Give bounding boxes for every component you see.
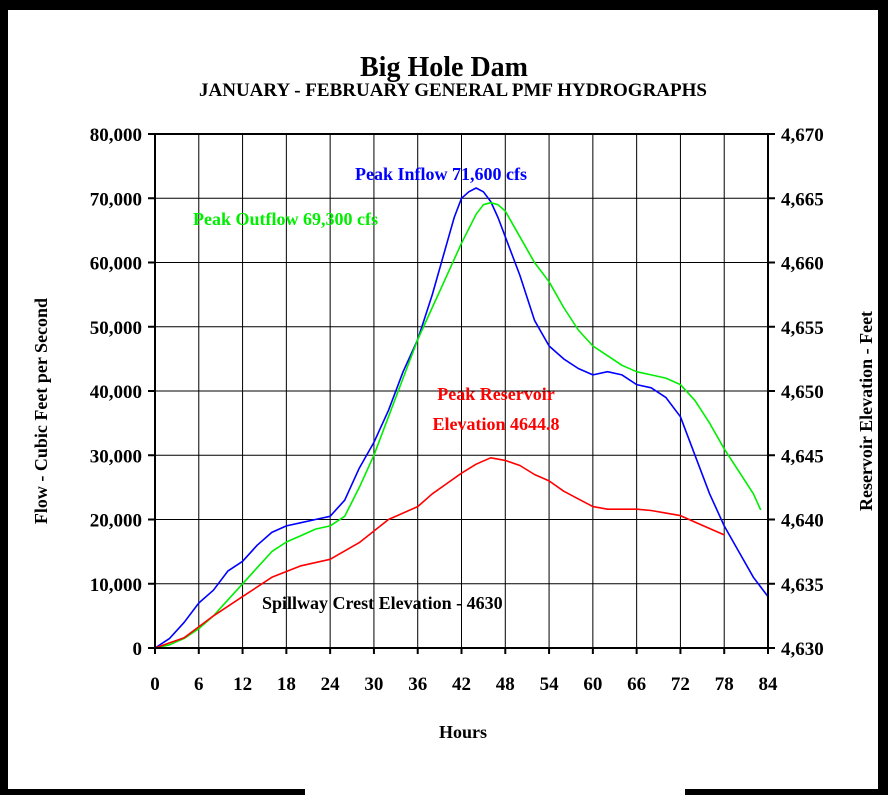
y2-tick-label: 4,670 [781, 125, 824, 146]
annotation-peak-reservoir-line2: Elevation 4644.8 [432, 414, 559, 434]
y2-tick-label: 4,640 [781, 511, 824, 532]
grid-lines [155, 134, 768, 648]
frame-left-border [0, 0, 8, 795]
series-group [154, 187, 769, 649]
x-tick-label: 66 [627, 674, 646, 695]
y-tick-label: 0 [133, 639, 143, 660]
x-tick-labels: 0 6 12 18 24 30 36 42 48 54 60 66 72 78 84 [150, 674, 778, 695]
y2-tick-label: 4,650 [781, 382, 824, 403]
x-tick-label: 72 [671, 674, 690, 695]
y-tick-label: 20,000 [90, 511, 142, 532]
y2-tick-label: 4,645 [781, 446, 824, 467]
y-axis-label: Flow - Cubic Feet per Second [31, 298, 51, 524]
chart-subtitle: JANUARY - FEBRUARY GENERAL PMF HYDROGRAP… [199, 80, 707, 101]
x-tick-label: 12 [233, 674, 252, 695]
y-tick-label: 50,000 [90, 318, 142, 339]
x-tick-label: 0 [150, 674, 160, 695]
x-tick-label: 78 [715, 674, 734, 695]
y2-axis-label: Reservoir Elevation - Feet [856, 311, 876, 511]
frame-bottom-border-right [685, 789, 888, 795]
y2-tick-label: 4,635 [781, 575, 824, 596]
x-tick-label: 84 [759, 674, 779, 695]
series-line-inflow [154, 187, 769, 649]
x-tick-label: 30 [364, 674, 383, 695]
x-axis-label: Hours [439, 722, 487, 742]
y-tick-label: 10,000 [90, 575, 142, 596]
annotation-peak-outflow: Peak Outflow 69,300 cfs [193, 209, 378, 229]
y2-tick-labels: 4,630 4,635 4,640 4,645 4,650 4,655 4,660 4,665… [781, 125, 824, 660]
frame-top-border [0, 0, 888, 10]
annotation-peak-reservoir-line1: Peak Reservoir [437, 384, 554, 404]
x-tick-label: 24 [321, 674, 341, 695]
chart-title: Big Hole Dam [360, 52, 528, 83]
y-tick-label: 40,000 [90, 382, 142, 403]
y2-tick-label: 4,655 [781, 318, 824, 339]
annotation-peak-inflow: Peak Inflow 71,600 cfs [355, 164, 527, 184]
x-tick-label: 54 [540, 674, 560, 695]
y-tick-label: 80,000 [90, 125, 142, 146]
series-line-reservoir [154, 456, 725, 649]
frame-right-border [878, 0, 888, 795]
x-tick-label: 6 [194, 674, 204, 695]
y-tick-label: 60,000 [90, 254, 142, 275]
x-tick-label: 42 [452, 674, 471, 695]
x-tick-label: 36 [408, 674, 427, 695]
y-tick-label: 70,000 [90, 189, 142, 210]
y-tick-labels: 0 10,000 20,000 30,000 40,000 50,000 60,000 70,… [90, 125, 142, 660]
frame-bottom-border-left [0, 789, 305, 795]
x-tick-label: 48 [496, 674, 515, 695]
annotation-spillway-crest: Spillway Crest Elevation - 4630 [262, 593, 503, 613]
tick-marks [148, 133, 775, 654]
x-tick-label: 18 [277, 674, 296, 695]
y2-tick-label: 4,630 [781, 639, 824, 660]
y2-tick-label: 4,665 [781, 189, 824, 210]
x-tick-label: 60 [583, 674, 602, 695]
y-tick-label: 30,000 [90, 446, 142, 467]
series-line-outflow [154, 201, 762, 649]
y2-tick-label: 4,660 [781, 254, 824, 275]
